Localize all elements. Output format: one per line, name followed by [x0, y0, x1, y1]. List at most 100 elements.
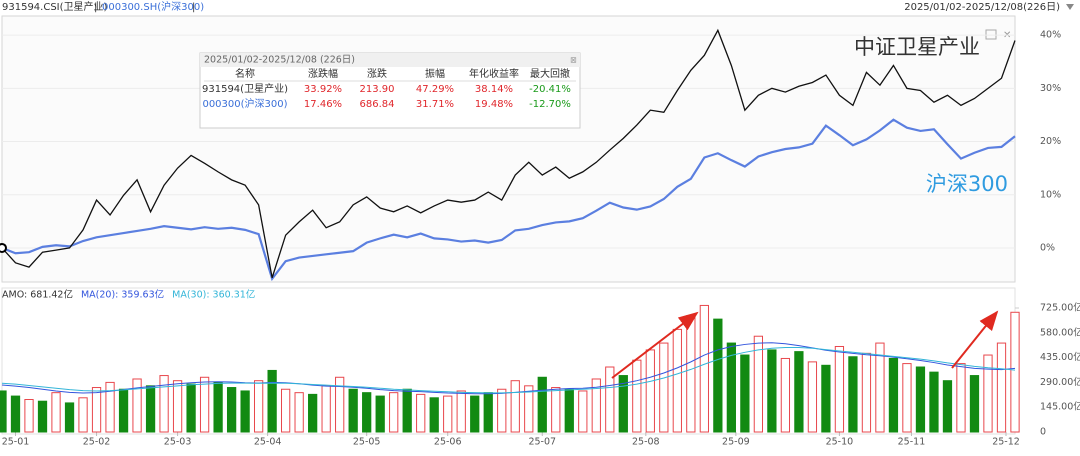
volume-bar: [226, 387, 237, 433]
volume-bar: [713, 318, 723, 433]
table-cell: 17.46%: [304, 99, 342, 110]
volume-bar: [767, 349, 777, 433]
y-tick-label: 725.00亿: [1040, 302, 1080, 314]
table-cell: 686.84: [360, 99, 395, 110]
table-cell: 33.92%: [304, 84, 342, 95]
volume-bar: [213, 381, 223, 433]
volume-bar: [564, 388, 574, 433]
volume-bar: [753, 335, 764, 433]
volume-bar: [497, 388, 507, 433]
volume-bar: [591, 378, 601, 433]
x-tick-label: 25-02: [83, 437, 111, 448]
volume-bar: [470, 395, 480, 433]
x-tick-label: 25-08: [632, 437, 660, 448]
arrow: [611, 311, 699, 379]
volume-bar: [632, 359, 642, 433]
column-header: 涨跌: [367, 67, 387, 80]
volume-bar: [91, 387, 102, 433]
volume-bar: [821, 364, 831, 433]
volume-bar: [794, 351, 804, 433]
volume-bar: [335, 376, 345, 433]
volume-bar: [875, 342, 885, 433]
column-header: 振幅: [425, 67, 445, 80]
symbol1: 931594.CSI(卫星产业): [2, 0, 108, 13]
volume-bar: [10, 395, 21, 433]
x-tick-label: 25-05: [353, 437, 381, 448]
volume-bar: [37, 400, 48, 433]
y-tick-label: 0%: [1040, 242, 1055, 253]
volume-bar: [443, 395, 453, 433]
volume-bar: [456, 390, 466, 433]
series-line: [1, 118, 1016, 282]
range: 2025/01/02-2025/12/08(226日): [904, 2, 1060, 13]
volume-bar: [915, 366, 926, 433]
volume-bar: [132, 378, 142, 433]
volume-bar: [118, 388, 129, 433]
x-tick-label: 25-06: [434, 437, 462, 448]
volume-bar: [726, 342, 736, 433]
volume-bar: [240, 390, 250, 433]
volume-bar: [416, 393, 426, 433]
separator: |: [192, 2, 195, 13]
volume-bar: [618, 375, 628, 433]
table-title: 2025/01/02-2025/12/08 (226日): [204, 55, 355, 66]
symbol2: 000300.SH(沪深300): [102, 0, 204, 13]
volume-bar: [389, 392, 399, 433]
volume-bar: [510, 380, 520, 433]
column-header: 年化收益率: [469, 67, 519, 80]
volume-bar: [537, 376, 547, 433]
start-marker: [0, 242, 7, 253]
window-icon[interactable]: [985, 29, 997, 40]
volume-bar: [375, 395, 385, 433]
volume-bar: [929, 371, 939, 433]
volume-bar: [199, 376, 210, 433]
y-tick-label: 30%: [1040, 83, 1061, 94]
annotation: 中证卫星产业: [854, 35, 980, 59]
y-tick-label: 10%: [1040, 189, 1061, 200]
volume-bar: [105, 381, 115, 433]
table-cell: 19.48%: [475, 99, 513, 110]
volume-bar: [308, 393, 318, 433]
volume-bar: [605, 366, 615, 433]
table-cell: 38.14%: [475, 84, 513, 95]
x-tick-label: 25-11: [898, 437, 926, 448]
volume-bar: [942, 380, 953, 433]
volume-bar: [321, 385, 331, 433]
x-tick-label: 25-09: [722, 437, 750, 448]
volume-bar: [983, 354, 993, 433]
table-cell: 31.71%: [416, 99, 454, 110]
volume-bar: [551, 387, 561, 433]
volume-bar: [186, 383, 196, 433]
volume-bar: [672, 328, 682, 433]
volume-bar: [483, 392, 493, 433]
volume-bar: [524, 385, 534, 433]
volume-bar: [402, 388, 412, 433]
volume-bar: [888, 357, 899, 433]
volume-bar: [969, 375, 980, 433]
volume-bar: [362, 392, 372, 433]
volume-bar: [267, 369, 277, 433]
table-cell: -12.70%: [529, 99, 571, 110]
volume-bar: [848, 356, 858, 433]
volume-bar: [159, 375, 169, 433]
volume-bar: [659, 342, 669, 433]
table-title-bar: [200, 53, 580, 67]
volume-bar: [996, 342, 1007, 433]
table-cell: 931594(卫星产业): [202, 82, 288, 95]
volume-bar: [861, 352, 872, 433]
separator: |: [94, 2, 97, 13]
legend-entry: AMO: 681.42亿: [2, 289, 73, 301]
arrow: [951, 310, 999, 369]
y-tick-label: 0: [1040, 427, 1046, 438]
dropdown-icon[interactable]: [1066, 4, 1074, 10]
legend-entry: MA(30): 360.31亿: [172, 289, 255, 301]
column-header: 涨跌幅: [308, 67, 338, 80]
volume-bar: [253, 380, 264, 433]
table-cell: 000300(沪深300): [202, 97, 287, 110]
volume-bar: [0, 390, 7, 433]
y-tick-label: 290.00亿: [1040, 376, 1080, 388]
series-line: [1, 28, 1016, 278]
close-icon[interactable]: ⊠: [570, 56, 577, 65]
volume-bar: [956, 363, 966, 433]
volume-bar: [834, 345, 845, 433]
